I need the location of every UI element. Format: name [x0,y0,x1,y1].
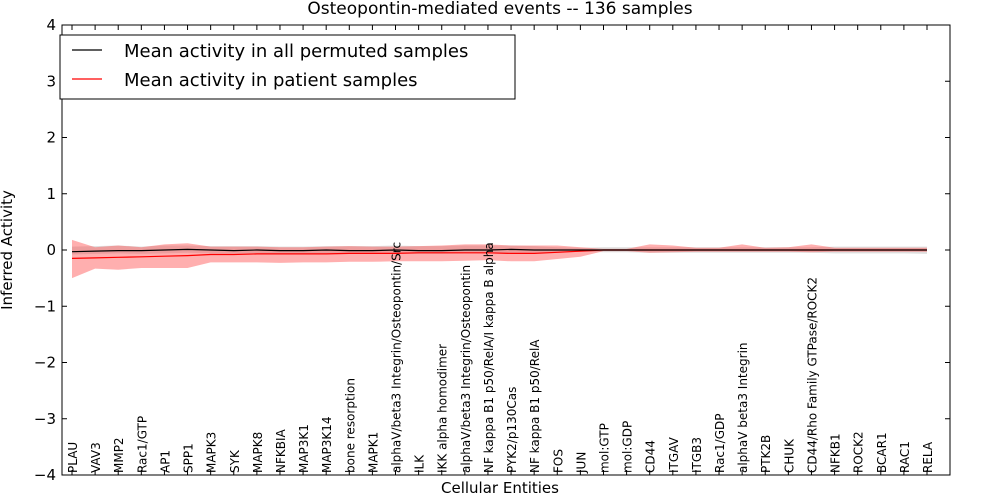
y-tick-label: 2 [46,129,56,147]
confidence-bands [72,239,927,279]
x-tick-label: AP1 [158,450,172,473]
x-tick-label: NF kappa B1 p50/RelA/I kappa B alpha [482,242,496,473]
x-tick-label: FOS [551,449,565,473]
line-series-0 [71,248,927,253]
x-tick-label: MAPK3 [205,432,219,473]
legend-box [59,34,516,100]
x-tick-label: MAP3K1 [297,424,311,473]
x-tick-label: CHUK [782,438,796,473]
legend-label-patient: Mean activity in patient samples [124,70,418,91]
x-tick-label: JUN [574,452,588,474]
y-tick-label: 3 [46,72,56,90]
x-tick-label: RAC1 [898,441,912,473]
x-tick-label: MAPK1 [366,432,380,473]
x-tick-label: MMP2 [112,437,126,473]
x-tick-label: ITGAV [667,436,681,473]
x-tick-label: PYK2/p130Cas [505,387,519,473]
x-tick-label: IKK alpha homodimer [436,344,450,473]
x-tick-label: MAPK8 [251,432,265,473]
band-series-1 [72,239,927,279]
y-tick-label: −4 [34,466,56,484]
x-tick-label: alphaV/beta3 Integrin/Osteopontin/Src [390,242,404,473]
x-tick-label: mol:GDP [621,421,635,473]
x-tick-label: alphaV beta3 Integrin [736,342,750,473]
x-tick-label: mol:GTP [597,423,611,473]
x-tick-label: VAV3 [89,442,103,473]
y-tick-label: −2 [34,354,56,372]
x-tick-label: PLAU [66,442,80,473]
legend-label-permuted: Mean activity in all permuted samples [124,41,468,62]
x-tick-label: NFKB1 [829,433,843,473]
y-axis-label: Inferred Activity [0,190,16,310]
y-axis-ticks: −4 −3 −2 −1 0 1 2 3 4 [34,16,950,484]
y-tick-label: −3 [34,410,56,428]
y-tick-label: −1 [34,297,56,315]
x-tick-label: SYK [228,449,242,473]
x-tick-label: Rac1/GDP [713,414,727,473]
y-tick-label: 4 [46,16,56,34]
x-tick-label: Rac1/GTP [135,416,149,473]
x-tick-label: CD44 [644,440,658,473]
x-tick-label: CD44/Rho Family GTPase/ROCK2 [805,277,819,473]
chart-title: Osteopontin-mediated events -- 136 sampl… [307,0,692,19]
x-tick-label: NF kappa B1 p50/RelA [528,339,542,473]
y-tick-label: 1 [46,185,56,203]
x-axis-ticks: PLAU VAV3 MMP2 Rac1/GTP AP1 SPP1 MAPK3 SYK MAPK8… [66,25,935,475]
x-axis-label: Cellular Entities [441,479,559,497]
x-tick-label: bone resorption [343,378,357,473]
y-tick-label: 0 [46,241,56,259]
x-tick-label: alphaV/beta3 Integrin/Osteopontin [459,265,473,473]
x-tick-label: RELA [921,441,935,473]
legend: Mean activity in all permuted samples Me… [59,34,516,100]
x-tick-label: ITGB3 [690,437,704,473]
x-tick-label: NFKBIA [274,428,288,473]
x-tick-label: MAP3K14 [320,416,334,473]
series-lines [71,248,927,259]
x-tick-label: ILK [413,454,427,473]
x-tick-label: PTK2B [759,435,773,473]
x-tick-label: ROCK2 [852,431,866,473]
x-tick-label: BCAR1 [875,432,889,473]
x-tick-label: SPP1 [182,443,196,473]
